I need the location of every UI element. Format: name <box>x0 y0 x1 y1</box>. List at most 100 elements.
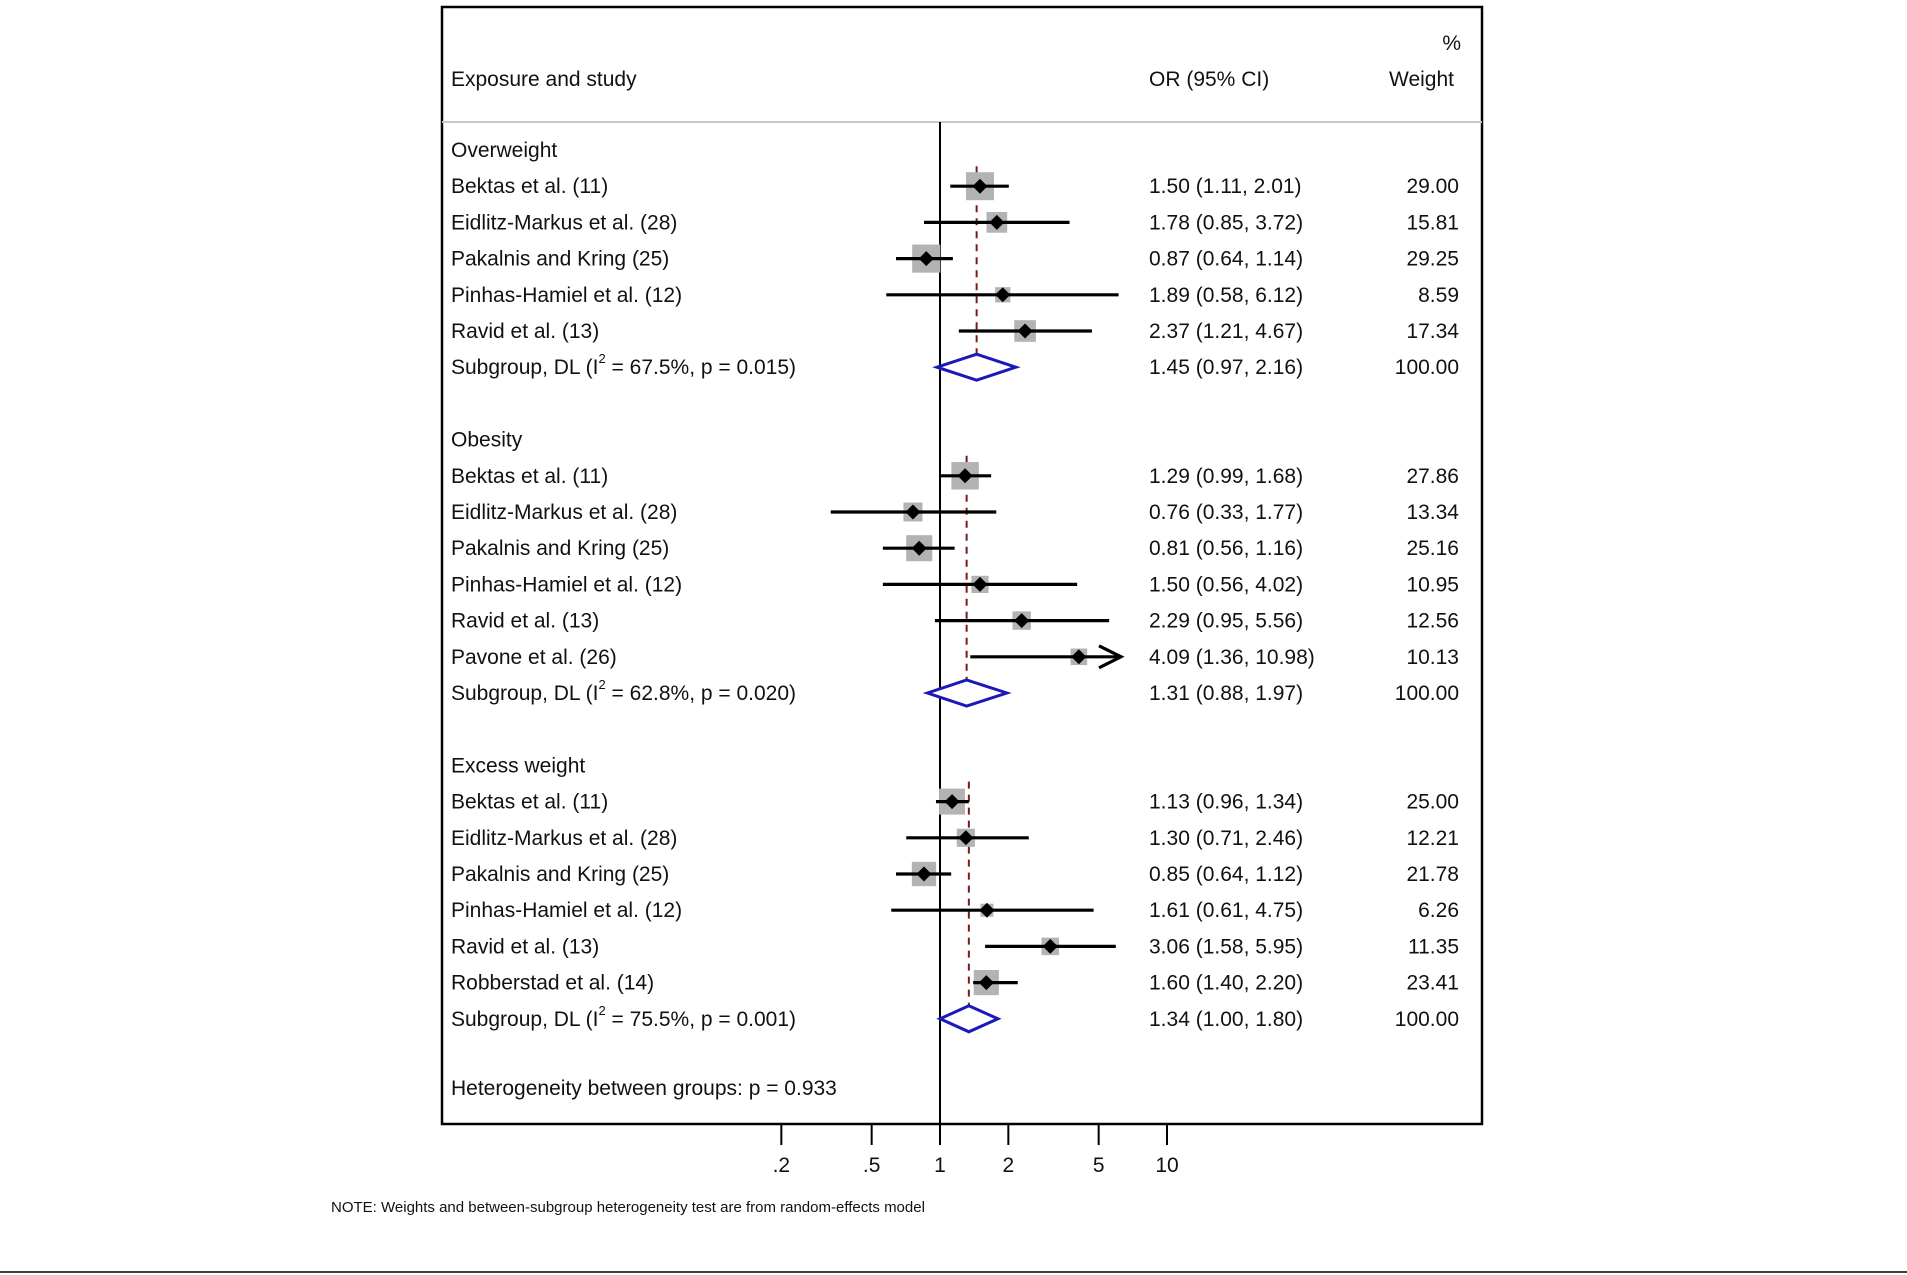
ci-text: 2.29 (0.95, 5.56) <box>1149 610 1303 633</box>
weight-text: 15.81 <box>1406 211 1459 234</box>
x-tick-label: 10 <box>1155 1154 1178 1177</box>
ci-text: 1.78 (0.85, 3.72) <box>1149 211 1303 234</box>
point-estimate <box>995 287 1011 303</box>
subgroup-label-sup: 2 <box>598 1003 605 1018</box>
point-estimate <box>978 975 994 991</box>
weight-text: 21.78 <box>1406 863 1459 886</box>
subgroup-diamond <box>922 678 1012 708</box>
study-name: Pinhas-Hamiel et al. (12) <box>451 284 682 307</box>
point-estimate <box>1017 323 1033 339</box>
ci-text: 0.85 (0.64, 1.12) <box>1149 863 1303 886</box>
study-name: Eidlitz-Markus et al. (28) <box>451 211 677 234</box>
study-name: Pakalnis and Kring (25) <box>451 537 669 560</box>
subgroup-weight-text: 100.00 <box>1395 682 1459 705</box>
study-name: Pinhas-Hamiel et al. (12) <box>451 899 682 922</box>
subgroup-label-pre: Subgroup, DL (I <box>451 682 598 705</box>
weight-text: 11.35 <box>1408 935 1459 958</box>
ci-text: 1.89 (0.58, 6.12) <box>1149 284 1303 307</box>
study-name: Pavone et al. (26) <box>451 646 617 669</box>
study-name: Bektas et al. (11) <box>451 465 608 488</box>
weight-text: 17.34 <box>1406 320 1459 343</box>
point-estimate <box>944 794 960 810</box>
point-estimate <box>916 866 932 882</box>
study-name: Robberstad et al. (14) <box>451 972 654 995</box>
weight-text: 10.13 <box>1406 646 1459 669</box>
ci-text: 1.50 (0.56, 4.02) <box>1149 573 1303 596</box>
point-estimate <box>1014 613 1030 629</box>
weight-text: 25.16 <box>1406 537 1459 560</box>
note-text: NOTE: Weights and between-subgroup heter… <box>331 1199 925 1216</box>
heterogeneity-text: Heterogeneity between groups: p = 0.933 <box>451 1077 837 1100</box>
plot-frame <box>440 5 1484 1126</box>
ci-text: 0.81 (0.56, 1.16) <box>1149 537 1303 560</box>
subgroup-label: Subgroup, DL (I2 = 62.8%, p = 0.020) <box>451 677 796 705</box>
weight-text: 12.56 <box>1406 610 1459 633</box>
ci-text: 1.30 (0.71, 2.46) <box>1149 827 1303 850</box>
subgroup-diamond <box>932 352 1021 382</box>
point-estimate <box>957 468 973 484</box>
ci-text: 1.50 (1.11, 2.01) <box>1149 175 1302 198</box>
subgroup-ci-text: 1.45 (0.97, 2.16) <box>1149 356 1303 379</box>
subgroup-ci-text: 1.34 (1.00, 1.80) <box>1149 1008 1303 1031</box>
group-title: Excess weight <box>451 754 585 777</box>
subgroup-label-pre: Subgroup, DL (I <box>451 356 598 379</box>
point-estimate <box>918 251 934 267</box>
study-name: Bektas et al. (11) <box>451 791 608 814</box>
ci-text: 2.37 (1.21, 4.67) <box>1149 320 1303 343</box>
point-estimate <box>972 178 988 194</box>
weight-text: 12.21 <box>1406 827 1459 850</box>
point-estimate <box>905 504 921 520</box>
point-estimate <box>972 576 988 592</box>
weight-text: 8.59 <box>1418 284 1459 307</box>
subgroup-weight-text: 100.00 <box>1395 1008 1459 1031</box>
subgroup-label-post: = 75.5%, p = 0.001) <box>606 1008 796 1031</box>
study-name: Ravid et al. (13) <box>451 320 599 343</box>
header-study: Exposure and study <box>451 68 637 91</box>
subgroup-label-sup: 2 <box>598 351 605 366</box>
weight-text: 25.00 <box>1406 791 1459 814</box>
study-name: Ravid et al. (13) <box>451 935 599 958</box>
subgroup-label-post: = 62.8%, p = 0.020) <box>606 682 796 705</box>
point-estimate <box>989 214 1005 230</box>
subgroup-label-post: = 67.5%, p = 0.015) <box>606 356 796 379</box>
subgroup-ci-text: 1.31 (0.88, 1.97) <box>1149 682 1303 705</box>
weight-text: 27.86 <box>1406 465 1459 488</box>
point-estimate <box>1042 938 1058 954</box>
subgroup-weight-text: 100.00 <box>1395 356 1459 379</box>
point-estimate <box>958 830 974 846</box>
ci-text: 0.87 (0.64, 1.14) <box>1149 248 1303 271</box>
header-weight: Weight <box>1389 68 1454 91</box>
weight-text: 23.41 <box>1406 972 1459 995</box>
weight-text: 6.26 <box>1418 899 1459 922</box>
header-weight-pct: % <box>1442 32 1461 55</box>
ci-text: 0.76 (0.33, 1.77) <box>1149 501 1303 524</box>
study-name: Eidlitz-Markus et al. (28) <box>451 501 677 524</box>
study-name: Bektas et al. (11) <box>451 175 608 198</box>
group-title: Overweight <box>451 139 557 162</box>
point-estimate <box>979 902 995 918</box>
rows-layer: Overweight Bektas et al. (11) 1.50 (1.11, … <box>451 122 1459 1124</box>
ci-text: 1.13 (0.96, 1.34) <box>1149 791 1303 814</box>
subgroup-label: Subgroup, DL (I2 = 75.5%, p = 0.001) <box>451 1003 796 1031</box>
subgroup-diamond <box>936 1004 1002 1034</box>
subgroup-label-pre: Subgroup, DL (I <box>451 1008 598 1031</box>
header-ci: OR (95% CI) <box>1149 68 1269 91</box>
x-tick-label: 5 <box>1093 1154 1105 1177</box>
weight-text: 29.25 <box>1406 248 1459 271</box>
study-name: Ravid et al. (13) <box>451 610 599 633</box>
ci-text: 1.60 (1.40, 2.20) <box>1149 972 1303 995</box>
ci-text: 4.09 (1.36, 10.98) <box>1149 646 1315 669</box>
study-name: Pakalnis and Kring (25) <box>451 863 669 886</box>
group-title: Obesity <box>451 429 523 452</box>
ci-text: 1.29 (0.99, 1.68) <box>1149 465 1303 488</box>
weight-text: 10.95 <box>1406 573 1459 596</box>
ci-arrow <box>1098 644 1125 670</box>
x-tick-label: .2 <box>773 1154 791 1177</box>
x-tick-label: .5 <box>863 1154 881 1177</box>
x-tick-label: 2 <box>1002 1154 1014 1177</box>
study-name: Pinhas-Hamiel et al. (12) <box>451 573 682 596</box>
point-estimate <box>911 540 927 556</box>
weight-text: 13.34 <box>1406 501 1459 524</box>
ci-text: 3.06 (1.58, 5.95) <box>1149 935 1303 958</box>
